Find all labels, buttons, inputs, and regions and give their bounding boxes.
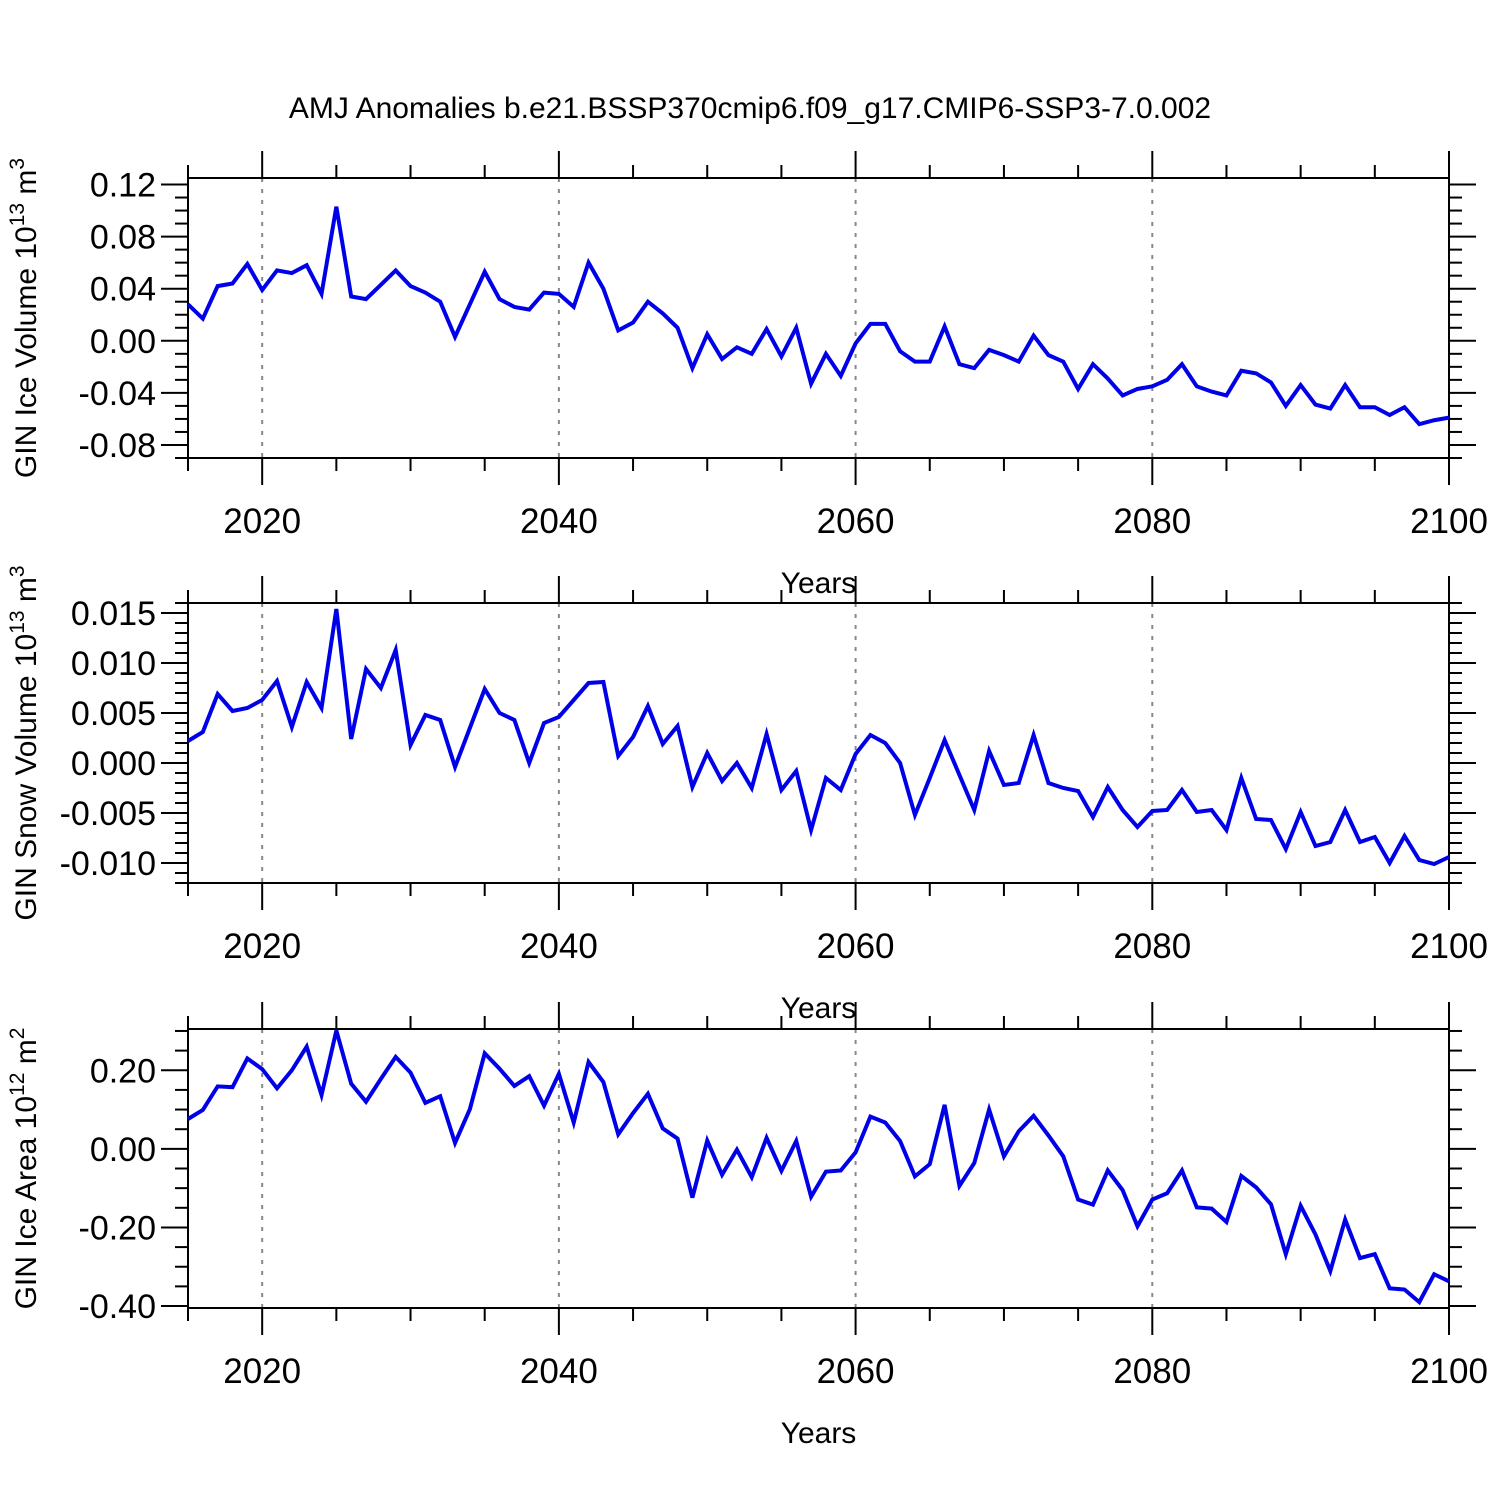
y-tick-label: 0.015 — [71, 595, 156, 633]
x-tick-label: 2100 — [1410, 927, 1488, 966]
chart-title: AMJ Anomalies b.e21.BSSP370cmip6.f09_g17… — [288, 92, 1212, 125]
y-tick-label: 0.000 — [71, 745, 156, 783]
y-tick-label: 0.04 — [90, 271, 156, 309]
y-axis-title-superscript: 13 — [6, 203, 29, 226]
y-axis-title-superscript: 13 — [6, 610, 29, 633]
y-axis-title-text: GIN Ice Volume 10 — [10, 226, 43, 478]
y-axis-title-text: GIN Ice Area 10 — [10, 1096, 43, 1309]
y-axis-title-superscript: 12 — [6, 1073, 29, 1096]
x-tick-label: 2020 — [223, 1352, 301, 1391]
y-tick-label: -0.04 — [79, 375, 157, 413]
y-tick-label: 0.005 — [71, 695, 156, 733]
y-axis-title-text: m — [10, 1039, 43, 1072]
y-axis-title-superscript: 3 — [6, 565, 29, 577]
plot-frame — [187, 177, 1450, 459]
x-tick-label: 2040 — [520, 502, 598, 541]
y-tick-label: -0.010 — [60, 845, 156, 883]
y-tick-label: 0.20 — [90, 1052, 156, 1090]
y-tick-label: -0.08 — [79, 427, 157, 465]
y-axis-title-superscript: 3 — [6, 158, 29, 170]
x-tick-label: 2060 — [817, 927, 895, 966]
x-tick-label: 2080 — [1113, 1352, 1191, 1391]
x-tick-label: 2040 — [520, 927, 598, 966]
y-tick-label: -0.005 — [60, 795, 156, 833]
y-axis-title-text: m — [10, 170, 43, 203]
x-tick-label: 2080 — [1113, 927, 1191, 966]
x-axis-title: Years — [781, 1417, 857, 1450]
y-axis-title-superscript: 2 — [6, 1028, 29, 1040]
x-tick-label: 2040 — [520, 1352, 598, 1391]
data-line-gin-ice-volume — [186, 206, 1450, 427]
y-tick-label: 0.00 — [90, 323, 156, 361]
y-tick-label: 0.12 — [90, 167, 156, 205]
y-axis-title-text: GIN Snow Volume 10 — [10, 634, 43, 921]
x-tick-label: 2080 — [1113, 502, 1191, 541]
y-tick-label: -0.20 — [79, 1209, 157, 1247]
y-axis-title: GIN Ice Area 1012 m2 — [6, 1028, 43, 1310]
y-tick-label: 0.08 — [90, 219, 156, 257]
y-tick-label: -0.40 — [79, 1288, 157, 1326]
x-tick-label: 2020 — [223, 927, 301, 966]
x-tick-label: 2100 — [1410, 502, 1488, 541]
plot-frame — [187, 602, 1450, 884]
x-axis-title: Years — [781, 992, 857, 1025]
x-tick-label: 2060 — [817, 502, 895, 541]
data-line-gin-ice-area — [186, 1030, 1450, 1306]
x-tick-label: 2060 — [817, 1352, 895, 1391]
x-axis-title: Years — [781, 567, 857, 600]
y-axis-title-text: m — [10, 577, 43, 610]
y-tick-label: 0.00 — [90, 1131, 156, 1169]
y-axis-title: GIN Ice Volume 1013 m3 — [6, 158, 43, 478]
x-tick-label: 2100 — [1410, 1352, 1488, 1391]
x-tick-label: 2020 — [223, 502, 301, 541]
y-tick-label: 0.010 — [71, 645, 156, 683]
plot-frame — [187, 1028, 1450, 1309]
data-line-gin-snow-volume — [186, 608, 1450, 868]
y-axis-title: GIN Snow Volume 1013 m3 — [6, 565, 43, 920]
